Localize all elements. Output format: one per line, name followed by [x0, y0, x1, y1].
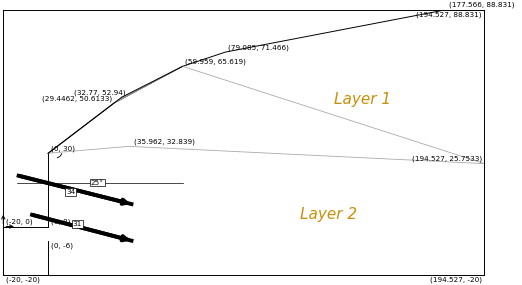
Text: (-20, 0): (-20, 0): [6, 219, 32, 225]
Text: (59.959, 65.619): (59.959, 65.619): [185, 58, 246, 65]
Text: 31: 31: [73, 221, 82, 227]
Text: (-20, -20): (-20, -20): [6, 277, 40, 283]
Text: (177.566, 88.831): (177.566, 88.831): [449, 2, 514, 8]
Text: (0, 30): (0, 30): [51, 145, 75, 152]
Text: (0, 0): (0, 0): [51, 219, 70, 225]
Text: (194.527, -20): (194.527, -20): [430, 277, 482, 283]
Text: (194.527, 88.831): (194.527, 88.831): [417, 11, 482, 17]
Text: (194.527, 25.7533): (194.527, 25.7533): [412, 156, 482, 162]
Text: Layer 2: Layer 2: [300, 207, 357, 222]
Text: (35.962, 32.839): (35.962, 32.839): [134, 139, 195, 145]
Text: (29.4462, 50.6133): (29.4462, 50.6133): [42, 95, 112, 102]
Text: 34: 34: [66, 189, 75, 195]
Text: Layer 1: Layer 1: [334, 92, 390, 107]
Text: 25°: 25°: [91, 180, 104, 186]
Text: (32.77, 52.94): (32.77, 52.94): [74, 89, 125, 96]
Text: (79.085, 71.466): (79.085, 71.466): [228, 44, 289, 51]
Text: (0, -6): (0, -6): [51, 243, 73, 249]
